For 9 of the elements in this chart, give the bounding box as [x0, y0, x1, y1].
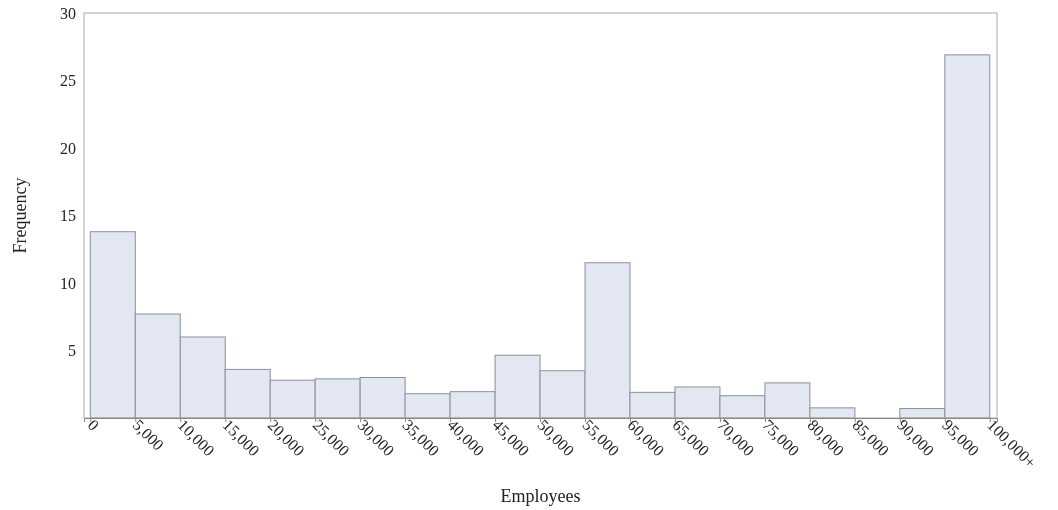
y-tick-label: 15 — [60, 207, 76, 225]
y-tick-label: 25 — [60, 72, 76, 90]
y-tick-label: 20 — [60, 139, 76, 157]
y-tick-label: 30 — [60, 4, 76, 22]
x-tick-label: 0 — [84, 416, 103, 434]
x-axis-title: Employees — [500, 486, 581, 506]
y-tick-label: 10 — [60, 274, 76, 292]
y-tick-label: 5 — [68, 342, 76, 360]
y-axis-title: Frequency — [10, 177, 30, 254]
